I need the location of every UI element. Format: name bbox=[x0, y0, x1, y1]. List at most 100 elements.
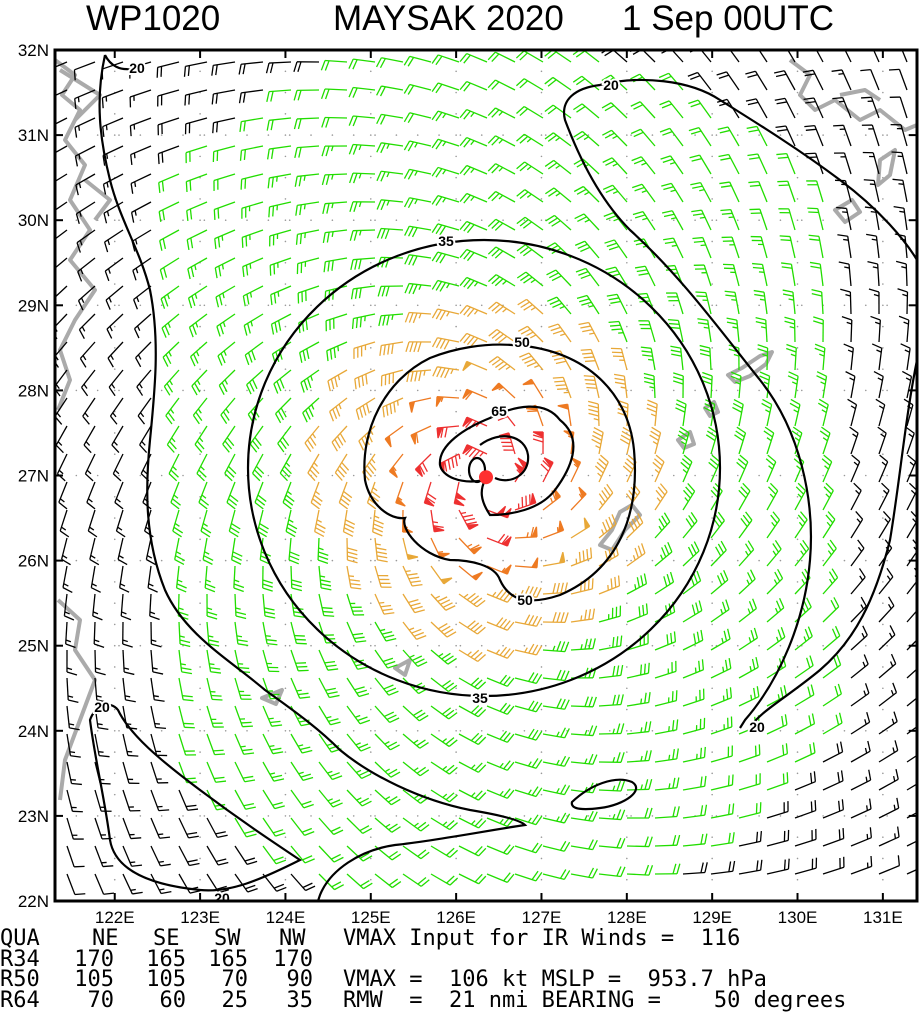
grid-dot bbox=[882, 666, 884, 668]
grid-dot bbox=[459, 474, 462, 477]
grid-dot bbox=[626, 623, 628, 626]
grid-dot bbox=[882, 517, 884, 519]
contour-20kt-east2 bbox=[599, 78, 917, 261]
wind-barb bbox=[845, 371, 856, 399]
lon-tick-label: 122E bbox=[95, 908, 135, 927]
wind-barb bbox=[491, 382, 516, 399]
grid-dot bbox=[455, 474, 457, 477]
grid-dot bbox=[711, 283, 713, 285]
grid-dot bbox=[369, 581, 372, 583]
wind-barb bbox=[157, 145, 180, 165]
wind-barb bbox=[632, 210, 656, 231]
grid-dot bbox=[284, 347, 287, 349]
wind-barb bbox=[410, 425, 432, 445]
grid-dot bbox=[369, 91, 372, 94]
grid-dot bbox=[502, 389, 504, 392]
wind-barb bbox=[514, 700, 543, 713]
wind-barb bbox=[262, 621, 278, 646]
wind-barb bbox=[79, 341, 96, 368]
grid-dot bbox=[796, 644, 799, 647]
grid-dot bbox=[651, 644, 654, 647]
wind-barb bbox=[431, 138, 460, 150]
wind-barb bbox=[794, 828, 817, 847]
grid-dot bbox=[796, 730, 799, 732]
grid-dot bbox=[75, 815, 78, 817]
grid-dot bbox=[369, 878, 372, 881]
wind-barb bbox=[514, 870, 543, 882]
grid-dot bbox=[886, 134, 888, 136]
wind-barb bbox=[348, 115, 376, 127]
grid-dot bbox=[882, 687, 884, 690]
grid-dot bbox=[800, 559, 803, 562]
wind-barb bbox=[850, 654, 869, 679]
wind-barb bbox=[188, 313, 208, 338]
wind-barb bbox=[598, 664, 624, 679]
wind-barb bbox=[262, 789, 285, 810]
wind-barb bbox=[738, 569, 756, 595]
grid-dot bbox=[711, 91, 713, 94]
wind-barb bbox=[895, 260, 908, 287]
wind-barb bbox=[104, 257, 124, 282]
wind-barb bbox=[598, 723, 625, 735]
grid-dot bbox=[288, 219, 291, 221]
grid-dot bbox=[455, 219, 457, 221]
wind-barb bbox=[376, 170, 404, 182]
wind-barb bbox=[682, 512, 698, 539]
wind-barb bbox=[178, 705, 195, 729]
grid-dot bbox=[160, 730, 163, 732]
grid-dot bbox=[566, 559, 568, 562]
wind-barb bbox=[866, 233, 880, 259]
grid-dot bbox=[284, 240, 287, 243]
grid-dot bbox=[736, 815, 739, 817]
grid-dot bbox=[711, 325, 713, 328]
wind-barb bbox=[640, 346, 656, 371]
wind-barb bbox=[766, 801, 789, 819]
grid-dot bbox=[626, 325, 628, 328]
wind-barb bbox=[693, 264, 712, 287]
grid-dot bbox=[182, 389, 184, 392]
grid-dot bbox=[715, 389, 718, 392]
grid-dot bbox=[455, 581, 457, 583]
wind-barb bbox=[431, 166, 460, 178]
wind-barb bbox=[598, 809, 626, 821]
grid-dot bbox=[711, 772, 713, 775]
wind-barb bbox=[374, 705, 400, 724]
grid-dot bbox=[284, 453, 287, 456]
lat-tick-label: 26N bbox=[18, 552, 49, 571]
grid-dot bbox=[626, 240, 628, 243]
grid-dot bbox=[118, 304, 120, 307]
wind-barb bbox=[487, 163, 516, 175]
grid-dot bbox=[310, 644, 312, 647]
grid-dot bbox=[626, 751, 628, 753]
wind-barb bbox=[277, 425, 292, 453]
grid-dot bbox=[352, 389, 355, 392]
wind-barb bbox=[212, 117, 236, 134]
wind-barb bbox=[774, 70, 796, 91]
wind-barb bbox=[94, 733, 110, 758]
grid-dot bbox=[113, 581, 116, 583]
grid-dot bbox=[626, 772, 628, 775]
wind-barb bbox=[94, 649, 106, 676]
grid-dot bbox=[369, 240, 372, 243]
grid-dot bbox=[224, 134, 227, 136]
wind-barb bbox=[601, 102, 628, 119]
wind-barb bbox=[516, 271, 544, 287]
wind-barb bbox=[348, 172, 376, 184]
wind-barb bbox=[753, 289, 768, 315]
wind-barb bbox=[147, 565, 158, 593]
wind-barb bbox=[320, 59, 348, 71]
grid-dot bbox=[113, 857, 116, 860]
grid-dot bbox=[626, 666, 628, 668]
grid-dot bbox=[736, 219, 739, 221]
grid-dot bbox=[711, 836, 713, 838]
longitude-axis: 122E 123E 124E 125E 126E 127E 128E 129E 130E 131E bbox=[95, 50, 903, 927]
grid-dot bbox=[715, 474, 718, 477]
grid-dot bbox=[369, 538, 372, 541]
wind-barb bbox=[295, 229, 320, 245]
grid-dot bbox=[113, 878, 116, 881]
grid-dot bbox=[75, 559, 78, 562]
wind-barb bbox=[431, 54, 460, 66]
wind-barb bbox=[626, 836, 653, 848]
wind-barb bbox=[547, 296, 572, 315]
wind-barb bbox=[570, 638, 596, 651]
